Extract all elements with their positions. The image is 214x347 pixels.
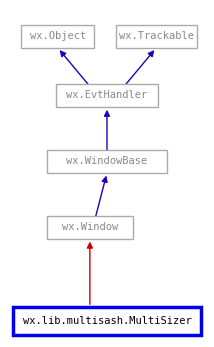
FancyBboxPatch shape xyxy=(21,25,94,48)
FancyBboxPatch shape xyxy=(13,307,201,335)
FancyBboxPatch shape xyxy=(116,25,197,48)
Text: wx.WindowBase: wx.WindowBase xyxy=(66,156,148,166)
Text: wx.EvtHandler: wx.EvtHandler xyxy=(66,91,148,100)
FancyBboxPatch shape xyxy=(56,84,158,107)
FancyBboxPatch shape xyxy=(47,216,133,239)
Text: wx.lib.multisash.MultiSizer: wx.lib.multisash.MultiSizer xyxy=(23,316,191,326)
Text: wx.Object: wx.Object xyxy=(30,32,86,41)
Text: wx.Trackable: wx.Trackable xyxy=(119,32,194,41)
FancyBboxPatch shape xyxy=(47,150,167,173)
Text: wx.Window: wx.Window xyxy=(62,222,118,232)
